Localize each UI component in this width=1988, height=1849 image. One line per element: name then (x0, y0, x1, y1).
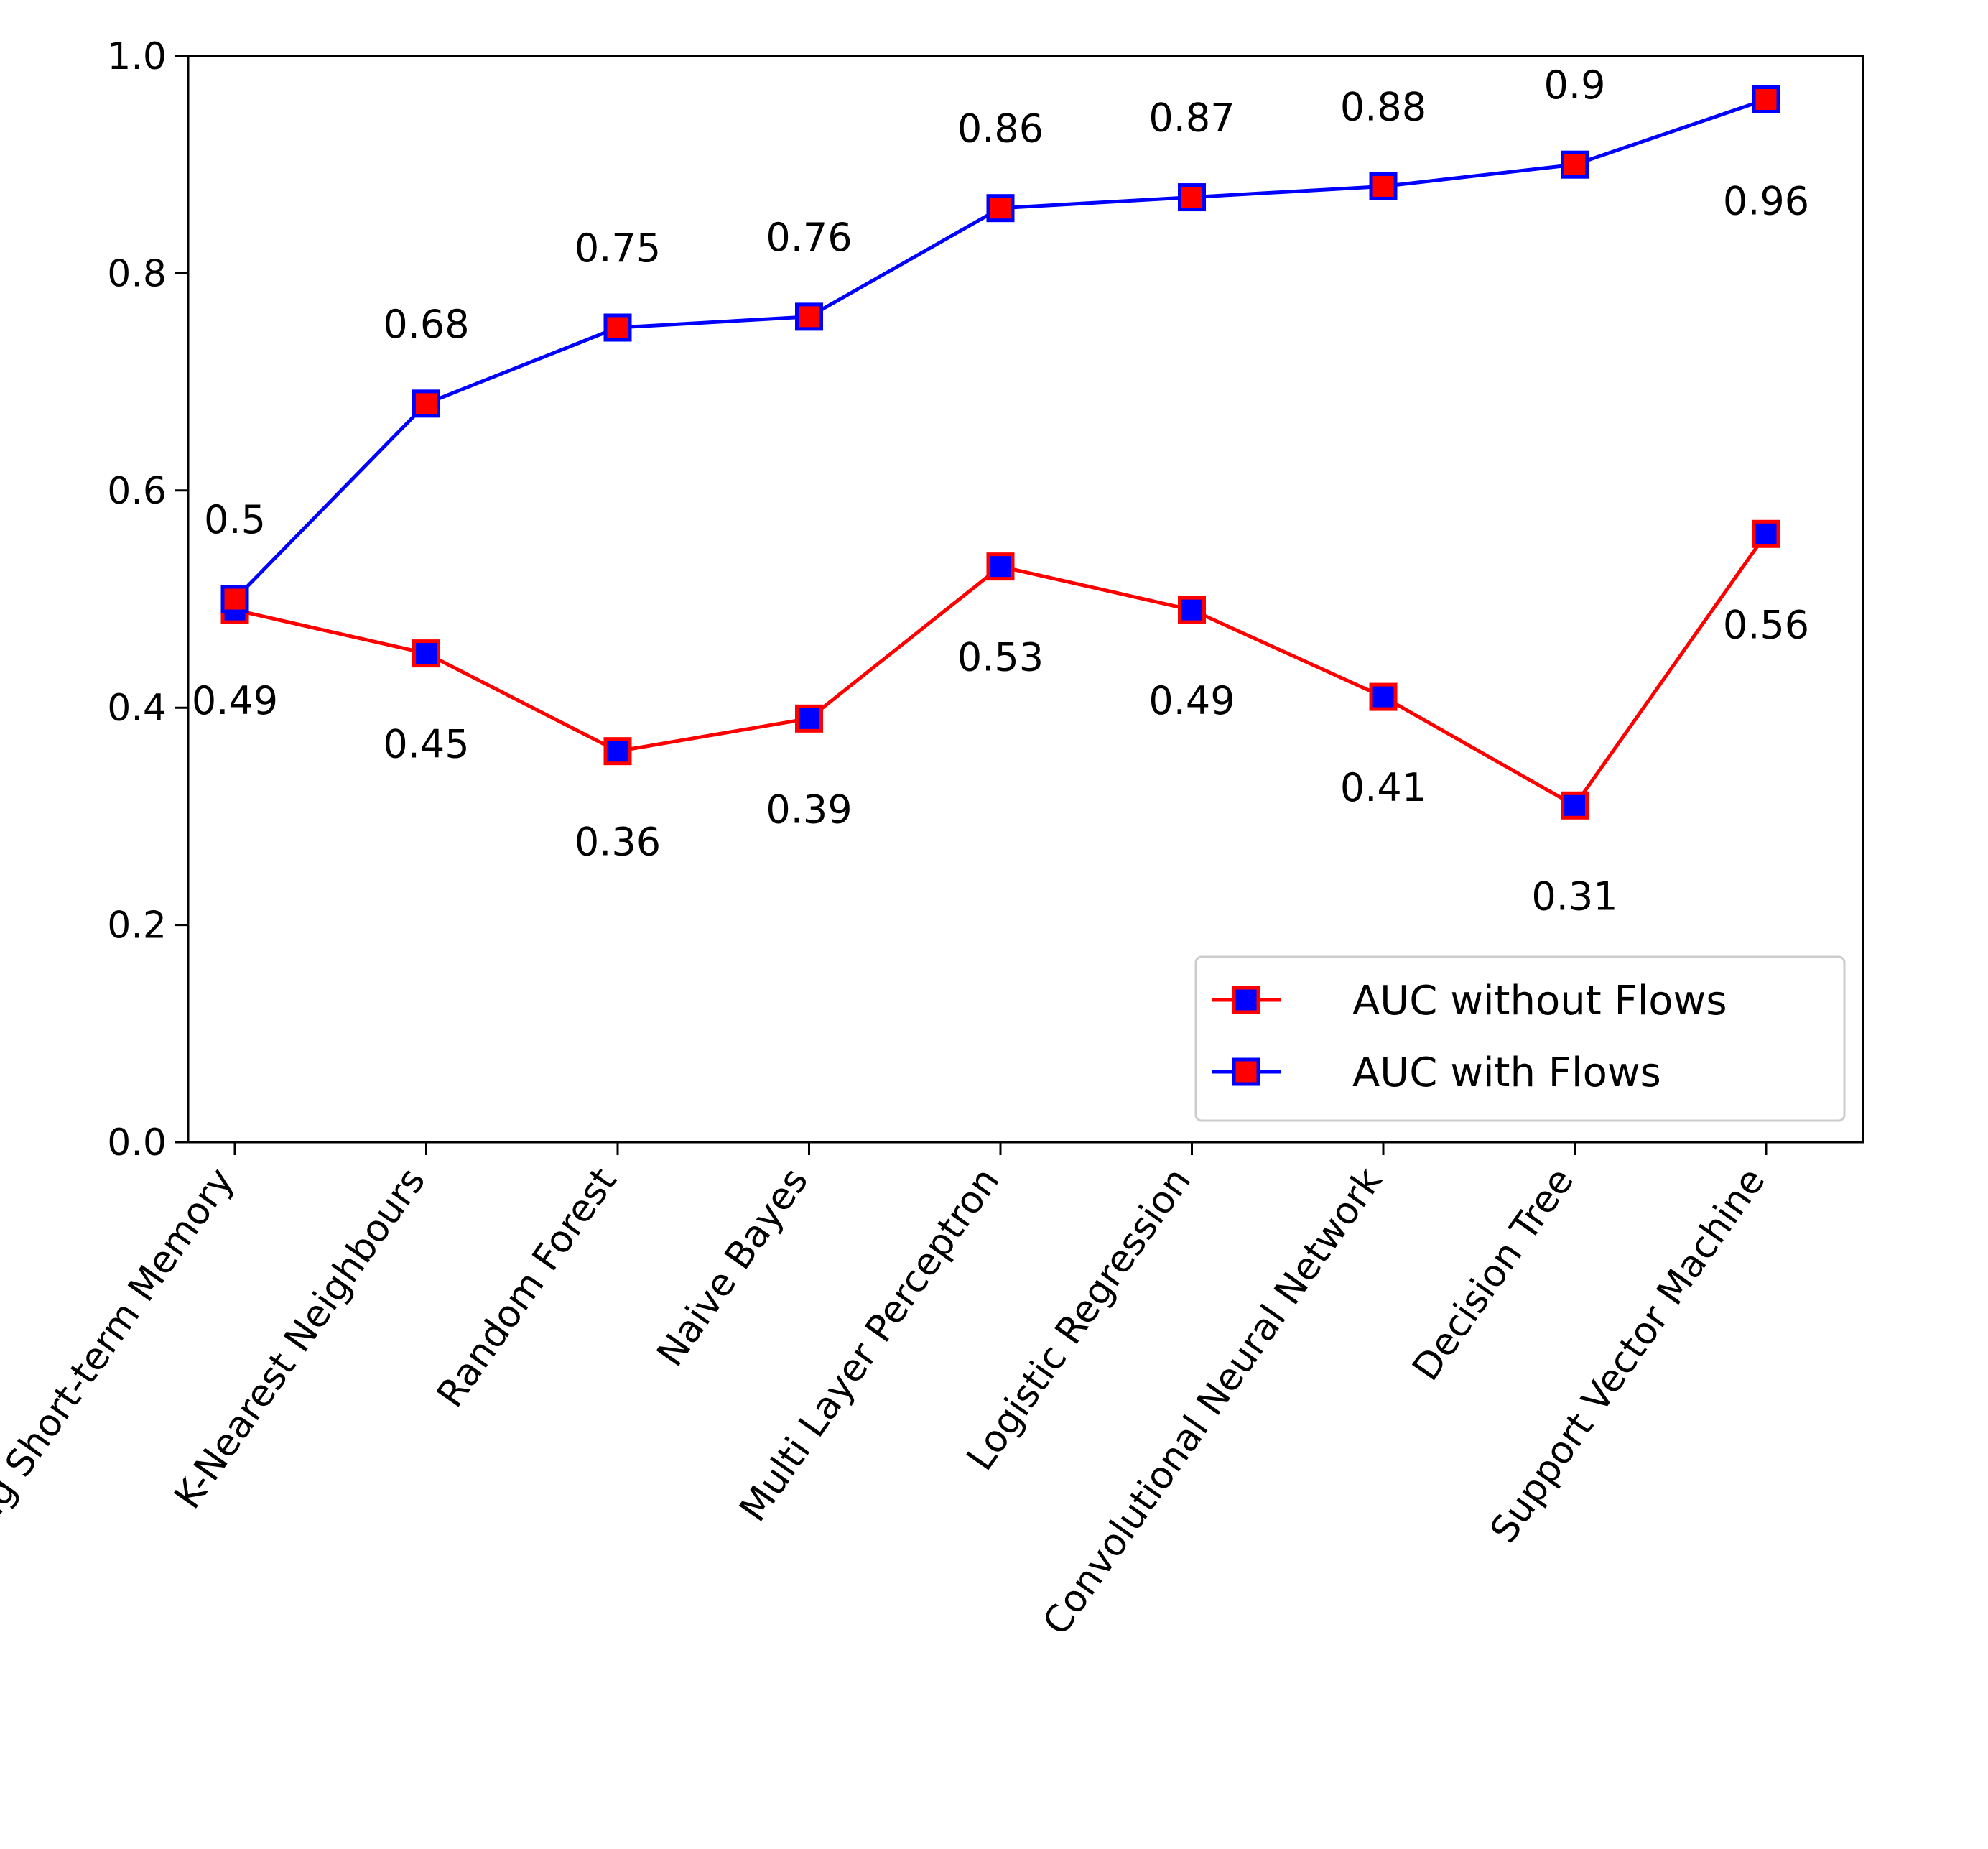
y-tick-label: 0.4 (107, 687, 167, 730)
data-label: 0.36 (575, 820, 661, 865)
series-0-point (1561, 791, 1589, 820)
series-0-point (1369, 682, 1398, 711)
data-label: 0.45 (383, 722, 469, 767)
series-line-1 (233, 98, 1767, 601)
legend-marker-0 (1232, 986, 1260, 1014)
x-tick-label: Convolutional Neural Network (1035, 1160, 1391, 1643)
x-tick-label: Decision Tree (1404, 1160, 1582, 1389)
data-label: 0.41 (1340, 765, 1426, 810)
x-tick-label: Random Forest (429, 1160, 626, 1415)
data-label: 0.86 (957, 106, 1044, 152)
series-1-point (1561, 150, 1589, 179)
series-0-point (795, 704, 823, 733)
y-tick-label: 0.8 (107, 252, 167, 295)
axes-frame (187, 55, 1864, 1144)
legend: AUC without Flows AUC with Flows (1194, 955, 1846, 1122)
x-tick-label: Naive Bayes (649, 1160, 817, 1374)
data-label: 0.68 (383, 302, 469, 347)
data-label: 0.76 (766, 215, 852, 260)
series-1-point (795, 302, 823, 331)
y-tick-label: 0.0 (107, 1121, 167, 1164)
x-tick-label: Logistic Regression (959, 1160, 1199, 1478)
data-label: 0.96 (1723, 178, 1809, 223)
data-label: 0.49 (1148, 678, 1235, 723)
data-label: 0.49 (192, 678, 278, 723)
legend-marker-1 (1232, 1057, 1260, 1086)
data-label: 0.75 (575, 226, 661, 271)
y-tick-label: 1.0 (107, 35, 167, 78)
data-label: 0.88 (1340, 84, 1426, 129)
y-tick-label: 0.2 (107, 904, 167, 947)
y-tick-label: 0.6 (107, 470, 167, 513)
data-label: 0.5 (204, 497, 266, 542)
series-0-point (1178, 596, 1206, 624)
series-1-point (603, 313, 632, 342)
data-label: 0.31 (1531, 873, 1617, 919)
series-1-point (986, 194, 1015, 223)
series-1-point (220, 585, 249, 613)
series-0-point (603, 737, 632, 766)
legend-label-0: AUC without Flows (1352, 978, 1727, 1024)
legend-label-1: AUC with Flows (1352, 1049, 1661, 1096)
series-0-point (1752, 519, 1780, 548)
data-label: 0.56 (1723, 602, 1809, 647)
data-label: 0.39 (766, 787, 852, 832)
series-0-point (412, 639, 440, 668)
series-1-point (1369, 172, 1398, 200)
legend-box (1194, 955, 1846, 1122)
data-label: 0.87 (1148, 96, 1235, 141)
series-1-point (1752, 85, 1780, 113)
data-label: 0.9 (1544, 62, 1606, 108)
series-0-point (986, 552, 1015, 581)
series-1-point (412, 389, 440, 418)
data-label: 0.53 (957, 635, 1044, 680)
series-1-point (1178, 183, 1206, 212)
